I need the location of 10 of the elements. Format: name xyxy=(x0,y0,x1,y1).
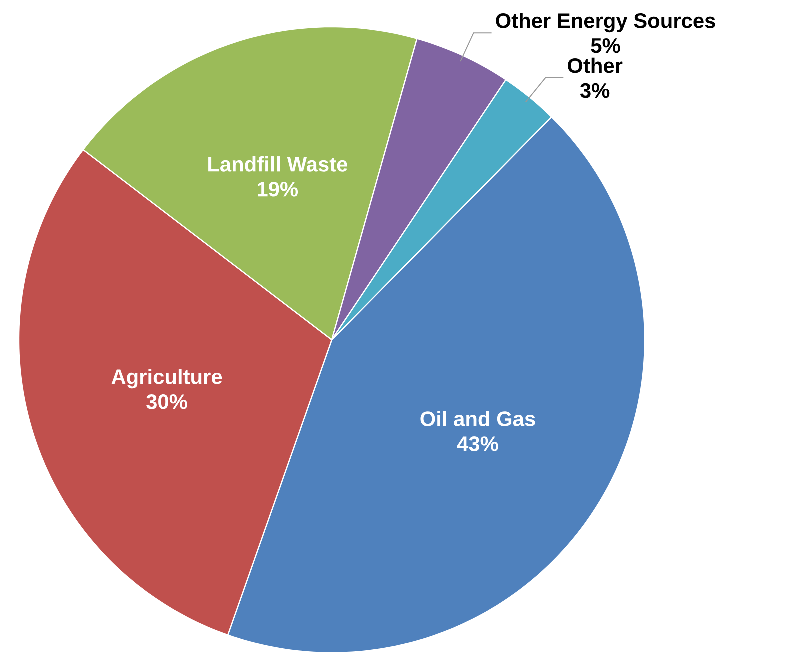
data-label: 43% xyxy=(457,436,498,452)
slice-label: Agriculture xyxy=(112,369,222,389)
data-label: 19% xyxy=(258,182,298,197)
data-label: 30% xyxy=(146,394,188,410)
slice-label: Landfill Waste xyxy=(208,156,348,172)
data-label: 5% xyxy=(591,38,620,54)
data-label: 3% xyxy=(580,83,610,98)
slice-label: Other xyxy=(568,58,623,74)
slice-label: Other Energy Sources xyxy=(496,13,716,33)
slice-label: Oil and Gas xyxy=(420,411,536,426)
